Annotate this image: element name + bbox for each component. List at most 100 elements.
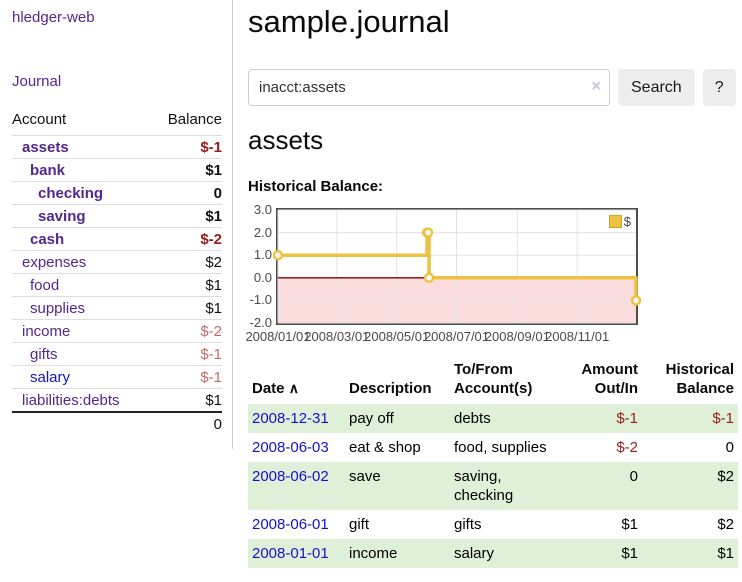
search-button[interactable]: Search bbox=[618, 69, 695, 106]
description-column-header: Description bbox=[349, 380, 432, 397]
register-row: 2008-06-03 eat & shop food, supplies $-2… bbox=[248, 433, 738, 462]
clear-search-icon[interactable]: × bbox=[591, 78, 601, 95]
account-link[interactable]: checking bbox=[38, 184, 104, 202]
x-tick-label: 2008/09/01 bbox=[484, 329, 550, 344]
account-link[interactable]: salary bbox=[30, 368, 71, 386]
accounts-total-row: 0 bbox=[12, 411, 222, 435]
transaction-date-link[interactable]: 2008-12-31 bbox=[252, 410, 329, 427]
account-link[interactable]: expenses bbox=[22, 253, 87, 271]
transaction-amount: $1 bbox=[621, 516, 638, 533]
legend-swatch-icon bbox=[608, 215, 622, 228]
account-row-income: income $-2 bbox=[12, 319, 222, 342]
account-balance: $1 bbox=[205, 276, 222, 294]
x-tick-label: 2008/07/01 bbox=[423, 329, 490, 344]
register-row: 2008-06-02 save saving, checking 0 $2 bbox=[248, 462, 738, 510]
account-balance: 0 bbox=[213, 184, 222, 202]
transaction-accounts: gifts bbox=[454, 516, 482, 533]
transaction-date-link[interactable]: 2008-06-01 bbox=[252, 516, 329, 533]
y-tick-label: -2.0 bbox=[249, 315, 272, 330]
register-header-row: Date ∧ Description To/From Account(s) Am… bbox=[248, 358, 738, 404]
account-table-header: Account Balance bbox=[12, 111, 222, 135]
account-balance: $-1 bbox=[200, 368, 222, 386]
sidebar: hledger-web Journal Account Balance asse… bbox=[0, 0, 233, 449]
balance-column-header: Historical Balance bbox=[665, 361, 734, 397]
y-tick-label: 1.0 bbox=[253, 247, 272, 263]
y-tick-label: -1.0 bbox=[249, 292, 272, 308]
account-balance: $-1 bbox=[200, 138, 222, 156]
account-link[interactable]: gifts bbox=[30, 345, 58, 363]
account-balance: $-2 bbox=[200, 230, 222, 248]
account-balance: $1 bbox=[205, 161, 222, 179]
x-tick-label: 2008/05/01 bbox=[364, 329, 430, 344]
account-balance: $2 bbox=[205, 253, 222, 271]
account-row-liabilities-debts: liabilities:debts $1 bbox=[12, 388, 222, 411]
transaction-accounts: food, supplies bbox=[454, 439, 547, 456]
chart-legend: $ bbox=[606, 213, 633, 230]
accounts-total-value: 0 bbox=[213, 415, 222, 433]
account-row-gifts: gifts $-1 bbox=[12, 342, 222, 365]
legend-label: $ bbox=[623, 214, 631, 229]
account-link[interactable]: bank bbox=[30, 161, 66, 179]
account-link[interactable]: supplies bbox=[30, 299, 86, 317]
register-row: 2008-12-31 pay off debts $-1 $-1 bbox=[248, 404, 738, 433]
transaction-amount: $1 bbox=[560, 539, 642, 568]
transaction-description: income bbox=[345, 539, 450, 568]
search-input[interactable] bbox=[248, 69, 610, 106]
y-tick-label: 3.0 bbox=[253, 202, 272, 217]
y-tick-label: 0.0 bbox=[253, 269, 272, 285]
transaction-date-link[interactable]: 2008-01-01 bbox=[252, 545, 329, 562]
account-balance: $1 bbox=[205, 391, 222, 409]
transaction-accounts: salary bbox=[450, 539, 560, 568]
y-tick-label: 2.0 bbox=[253, 224, 272, 240]
transaction-balance: $2 bbox=[717, 516, 734, 533]
account-row-cash: cash $-2 bbox=[12, 227, 222, 250]
sidebar-item-journal[interactable]: Journal bbox=[12, 73, 62, 90]
account-column-header: Account bbox=[12, 111, 67, 128]
account-balance: $-1 bbox=[200, 345, 222, 363]
account-row-supplies: supplies $1 bbox=[12, 296, 222, 319]
balance-column-header: Balance bbox=[167, 111, 222, 128]
account-link[interactable]: food bbox=[30, 276, 60, 294]
transaction-amount: $-2 bbox=[616, 439, 638, 456]
help-button[interactable]: ? bbox=[702, 69, 736, 106]
account-balance-table: Account Balance assets $-1 bank $1 check… bbox=[12, 111, 222, 435]
transaction-description: eat & shop bbox=[349, 439, 421, 456]
account-link[interactable]: assets bbox=[22, 138, 69, 156]
register-table: Date ∧ Description To/From Account(s) Am… bbox=[248, 358, 738, 568]
register-row: 2008-06-01 gift gifts $1 $2 bbox=[248, 510, 738, 539]
transaction-description: save bbox=[345, 462, 450, 510]
transaction-balance: $1 bbox=[642, 539, 738, 568]
transaction-balance: $-1 bbox=[642, 404, 738, 433]
account-link[interactable]: cash bbox=[30, 230, 65, 248]
account-balance: $1 bbox=[205, 207, 222, 225]
historical-balance-chart: 3.0 2.0 1.0 0.0 -1.0 -2.0 $ 2008/01/01 2008/03… bbox=[245, 201, 742, 347]
transaction-balance: 0 bbox=[725, 439, 734, 456]
account-link[interactable]: liabilities:debts bbox=[22, 391, 120, 409]
account-row-assets: assets $-1 bbox=[12, 135, 222, 158]
x-tick-label: 2008/01/01 bbox=[245, 329, 311, 344]
accounts-column-header: To/From Account(s) bbox=[454, 361, 533, 397]
transaction-balance: $2 bbox=[642, 462, 738, 510]
transaction-accounts: debts bbox=[450, 404, 560, 433]
brand-link[interactable]: hledger-web bbox=[12, 9, 95, 26]
account-row-food: food $1 bbox=[12, 273, 222, 296]
transaction-date-link[interactable]: 2008-06-03 bbox=[252, 439, 329, 456]
account-link[interactable]: saving bbox=[38, 207, 86, 225]
date-header-label: Date bbox=[252, 380, 285, 397]
account-row-salary: salary $-1 bbox=[12, 365, 222, 388]
transaction-amount: $-1 bbox=[560, 404, 642, 433]
date-column-header[interactable]: Date ∧ bbox=[248, 358, 345, 404]
transaction-description: pay off bbox=[345, 404, 450, 433]
x-tick-label: 2008/03/01 bbox=[304, 329, 370, 344]
x-tick-label: 2008/11/01 bbox=[545, 329, 610, 344]
transaction-date-link[interactable]: 2008-06-02 bbox=[252, 468, 329, 485]
account-balance: $1 bbox=[205, 299, 222, 317]
sort-ascending-icon: ∧ bbox=[288, 380, 299, 396]
account-link[interactable]: income bbox=[22, 322, 71, 340]
transaction-description: gift bbox=[349, 516, 370, 533]
account-row-saving: saving $1 bbox=[12, 204, 222, 227]
amount-column-header: Amount Out/In bbox=[581, 361, 638, 397]
transaction-amount: 0 bbox=[560, 462, 642, 510]
account-heading: assets bbox=[248, 125, 324, 155]
chart-plot: $ bbox=[272, 208, 642, 325]
